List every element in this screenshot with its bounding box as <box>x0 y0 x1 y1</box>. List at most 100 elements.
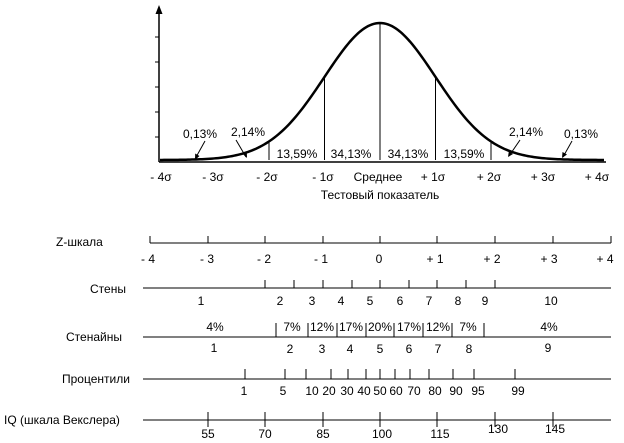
percentile-value: 70 <box>407 384 421 398</box>
percentile-value: 99 <box>511 384 525 398</box>
stanines-label: Стенайны <box>66 330 122 344</box>
sigma-label-minus-3: - 3σ <box>202 170 224 184</box>
sten-value: 6 <box>397 294 404 308</box>
sigma-label-mean: Среднее <box>354 170 403 184</box>
stanine-value: 8 <box>466 342 473 356</box>
z-value: + 4 <box>596 252 613 266</box>
bell-curve <box>159 21 605 162</box>
percentiles-label: Процентили <box>62 372 130 386</box>
iq-label: IQ (шкала Векслера) <box>4 413 120 427</box>
sten-value: 9 <box>482 294 489 308</box>
stens-row: Стены 1 2 3 4 5 6 7 8 9 10 <box>90 280 611 308</box>
percentile-value: 90 <box>449 384 463 398</box>
sten-value: 8 <box>455 294 462 308</box>
stanine-pct: 20% <box>368 320 392 334</box>
stanine-value: 2 <box>287 342 294 356</box>
iq-value: 130 <box>488 422 508 436</box>
z-value: - 4 <box>141 252 155 266</box>
iq-value: 85 <box>316 427 330 441</box>
stanine-value: 7 <box>435 342 442 356</box>
pointer-arrow-icon <box>562 152 567 158</box>
stanine-value: 3 <box>319 342 326 356</box>
percentiles-row: Процентили 1 5 10 20 30 40 50 60 70 80 9… <box>62 369 611 398</box>
y-axis-arrow-icon <box>155 5 163 14</box>
iq-value: 145 <box>545 422 565 436</box>
sigma-label-minus-1: - 1σ <box>312 170 334 184</box>
y-axis-ticks <box>155 36 159 138</box>
stanine-pct: 17% <box>397 320 421 334</box>
stanine-pct: 7% <box>283 320 301 334</box>
percentile-value: 5 <box>280 384 287 398</box>
z-value: + 1 <box>426 252 443 266</box>
region-pct-left-tail: 0,13% <box>183 127 217 141</box>
stanine-pct: 12% <box>310 320 334 334</box>
stanine-value: 1 <box>211 341 218 355</box>
z-value: - 2 <box>257 252 271 266</box>
sten-value: 5 <box>367 294 374 308</box>
sigma-label-plus-3: + 3σ <box>531 170 556 184</box>
bell-curve-panel: 0,13% 2,14% 13,59% 34,13% 34,13% 13,59% … <box>150 5 610 202</box>
pointer-arrow-icon <box>242 151 247 158</box>
stanine-pct: 4% <box>206 320 224 334</box>
region-pct-right-0-1: 34,13% <box>388 147 429 161</box>
sigma-dividers <box>268 23 492 160</box>
z-value: + 2 <box>483 252 500 266</box>
percentile-value: 1 <box>241 384 248 398</box>
iq-value: 55 <box>201 427 215 441</box>
sten-value: 10 <box>544 294 558 308</box>
percentile-value: 80 <box>428 384 442 398</box>
stanines-ticks <box>275 323 485 337</box>
z-value: 0 <box>376 252 383 266</box>
iq-value: 115 <box>430 427 449 441</box>
region-pct-left-2-3: 2,14% <box>231 125 265 139</box>
percentile-value: 10 <box>305 384 319 398</box>
stanine-value: 6 <box>406 342 413 356</box>
percentile-value: 40 <box>357 384 371 398</box>
stanine-pct: 4% <box>540 320 558 334</box>
region-pct-right-2-3: 2,14% <box>509 125 543 139</box>
sigma-label-plus-4: + 4σ <box>585 170 610 184</box>
stanine-value: 5 <box>377 342 384 356</box>
sigma-label-minus-2: - 2σ <box>256 170 278 184</box>
axis-title: Тестовый показатель <box>321 188 439 202</box>
pointer-arrow-icon <box>195 153 200 160</box>
z-scale-row: Z-шкала - 4 - 3 - 2 - 1 0 + 1 + 2 + 3 + … <box>56 235 614 266</box>
iq-ticks <box>207 412 554 427</box>
region-pct-left-1-2: 13,59% <box>277 147 318 161</box>
percentile-value: 20 <box>322 384 336 398</box>
z-scale-ticks <box>149 236 612 243</box>
stens-ticks <box>264 280 496 288</box>
stanine-pct: 7% <box>459 320 477 334</box>
z-scale-label: Z-шкала <box>56 235 103 249</box>
percentile-value: 50 <box>373 384 387 398</box>
region-pct-right-tail: 0,13% <box>564 127 598 141</box>
pointer-arrow-icon <box>508 151 513 157</box>
stanines-row: 4% 7% 12% 17% 20% 17% 12% 7% 4% Стенайны… <box>66 320 611 356</box>
region-pct-right-1-2: 13,59% <box>444 147 485 161</box>
iq-value: 100 <box>372 427 392 441</box>
iq-row: IQ (шкала Векслера) 55 70 85 100 115 130… <box>4 412 611 441</box>
sigma-label-plus-2: + 2σ <box>477 170 502 184</box>
sten-value: 4 <box>338 294 345 308</box>
z-value: - 3 <box>200 252 214 266</box>
stens-label: Стены <box>90 282 126 296</box>
percentiles-ticks <box>244 369 516 379</box>
sigma-label-minus-4: - 4σ <box>150 170 172 184</box>
stanine-value: 9 <box>545 341 552 355</box>
sten-value: 1 <box>198 294 205 308</box>
stanine-pct: 12% <box>426 320 450 334</box>
percentile-value: 60 <box>389 384 403 398</box>
sten-value: 2 <box>277 294 284 308</box>
z-value: - 1 <box>314 252 328 266</box>
region-pct-left-0-1: 34,13% <box>331 147 372 161</box>
sten-value: 3 <box>309 294 316 308</box>
stanine-value: 4 <box>347 342 354 356</box>
percentile-value: 30 <box>340 384 354 398</box>
sigma-label-plus-1: + 1σ <box>421 170 446 184</box>
percentile-value: 95 <box>471 384 485 398</box>
sten-value: 7 <box>426 294 433 308</box>
iq-value: 70 <box>258 427 272 441</box>
z-value: + 3 <box>540 252 557 266</box>
